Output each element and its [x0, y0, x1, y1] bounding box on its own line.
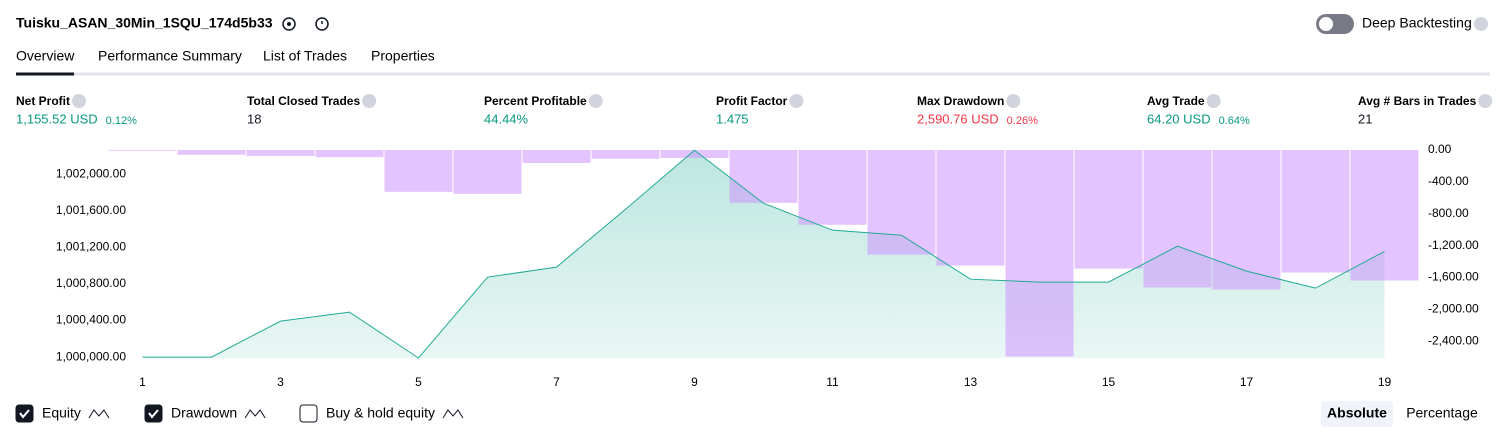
- metric-label: Total Closed Trades: [247, 94, 360, 108]
- checkbox[interactable]: [144, 404, 163, 423]
- drawdown-bar: [384, 150, 453, 192]
- info-icon[interactable]: [588, 94, 603, 108]
- mode-button[interactable]: Absolute: [1327, 405, 1387, 421]
- drawdown-bar: [1143, 150, 1212, 288]
- drawdown-bar: [867, 150, 936, 255]
- metric-pct: 0.12%: [106, 115, 137, 127]
- metric-value: 18: [247, 111, 261, 126]
- equity-line: [142, 149, 1385, 359]
- metric-label: Max Drawdown: [917, 94, 1004, 108]
- metric-value: 64.20 USD: [1147, 111, 1211, 126]
- x-tick-label: 15: [1102, 375, 1116, 389]
- tab[interactable]: Performance Summary: [98, 48, 242, 64]
- toggle-knob: [1319, 17, 1333, 31]
- tab[interactable]: List of Trades: [263, 48, 347, 64]
- legend-icon: [244, 409, 266, 419]
- metric-pct: 0.26%: [1007, 115, 1038, 127]
- y-tick-label: 1,000,400.00: [56, 313, 126, 327]
- metric-value: 44.44%: [484, 111, 529, 126]
- legend-icon: [442, 409, 464, 419]
- x-tick-label: 9: [691, 375, 698, 389]
- y2-tick-label: -2,000.00: [1428, 302, 1479, 316]
- drawdown-bar: [315, 150, 384, 158]
- y-tick-label: 1,001,600.00: [56, 203, 126, 217]
- x-tick-label: 11: [826, 375, 839, 389]
- x-tick-label: 1: [139, 375, 146, 389]
- metric-label: Avg # Bars in Trades: [1358, 94, 1477, 108]
- y-tick-label: 1,000,800.00: [56, 276, 126, 290]
- info-icon[interactable]: [1478, 94, 1493, 108]
- mode-active: [1321, 401, 1393, 427]
- drawdown-bar: [936, 150, 1005, 266]
- metric-label: Profit Factor: [716, 94, 788, 108]
- metric-label: Avg Trade: [1147, 94, 1205, 108]
- alert-icon[interactable]: [315, 17, 329, 31]
- y2-tick-label: 0.00: [1428, 142, 1452, 156]
- info-icon[interactable]: [72, 94, 86, 108]
- drawdown-bar: [1281, 150, 1350, 273]
- y-tick-label: 1,000,000.00: [56, 349, 126, 363]
- strategy-title: Tuisku_ASAN_30Min_1SQU_174d5b33: [16, 15, 273, 31]
- y2-tick-label: -1,200.00: [1428, 238, 1479, 252]
- x-tick-label: 19: [1378, 375, 1392, 389]
- drawdown-bar: [1005, 150, 1074, 357]
- check: [19, 409, 30, 419]
- tab[interactable]: Properties: [371, 48, 435, 64]
- drawdown-bar: [1074, 150, 1143, 269]
- y-tick-label: 1,002,000.00: [56, 166, 126, 180]
- info-icon[interactable]: [1006, 94, 1021, 108]
- settings-icon[interactable]: [282, 17, 296, 31]
- metric-value: 1,155.52 USD: [16, 111, 98, 126]
- metric-value: 2,590.76 USD: [917, 111, 999, 126]
- equity-area: [142, 150, 1385, 358]
- drawdown-bar: [1212, 150, 1281, 290]
- legend-label: Equity: [42, 405, 81, 421]
- drawdown-bar: [729, 150, 798, 203]
- y2-tick-label: -400.00: [1428, 174, 1469, 188]
- x-tick-label: 13: [964, 375, 978, 389]
- drawdown-bar: [798, 150, 867, 225]
- tab[interactable]: Overview: [16, 48, 75, 64]
- metric-value: 21: [1358, 111, 1372, 126]
- checkbox[interactable]: [15, 404, 34, 423]
- drawdown-bar: [108, 150, 177, 151]
- mode-button[interactable]: Percentage: [1406, 405, 1478, 421]
- help-icon[interactable]: [1474, 17, 1488, 31]
- y-tick-label: 1,001,200.00: [56, 240, 126, 254]
- x-tick-label: 5: [415, 375, 422, 389]
- drawdown-bar: [177, 150, 246, 155]
- toggle-label: Deep Backtesting: [1362, 15, 1472, 31]
- metric-pct: 0.64%: [1219, 115, 1250, 127]
- x-tick-label: 17: [1240, 375, 1254, 389]
- legend-icon: [88, 409, 110, 419]
- drawdown-bar: [453, 150, 522, 194]
- y2-tick-label: -1,600.00: [1428, 270, 1479, 284]
- checkbox[interactable]: [299, 404, 318, 423]
- check: [148, 409, 159, 419]
- metric-label: Percent Profitable: [484, 94, 587, 108]
- x-tick-label: 7: [553, 375, 560, 389]
- legend-label: Buy & hold equity: [326, 405, 435, 421]
- metric-label: Net Profit: [16, 94, 70, 108]
- drawdown-bar: [522, 150, 591, 163]
- legend-label: Drawdown: [171, 405, 237, 421]
- y2-tick-label: -800.00: [1428, 206, 1469, 220]
- drawdown-bar: [1350, 150, 1419, 281]
- drawdown-bar: [591, 150, 660, 159]
- info-icon[interactable]: [789, 94, 804, 108]
- drawdown-bar: [246, 150, 315, 156]
- info-icon[interactable]: [362, 94, 377, 108]
- y2-tick-label: -2,400.00: [1428, 333, 1479, 347]
- metric-value: 1.475: [716, 111, 749, 126]
- drawdown-bar: [660, 150, 729, 158]
- x-tick-label: 3: [277, 375, 284, 389]
- info-icon[interactable]: [1206, 94, 1221, 108]
